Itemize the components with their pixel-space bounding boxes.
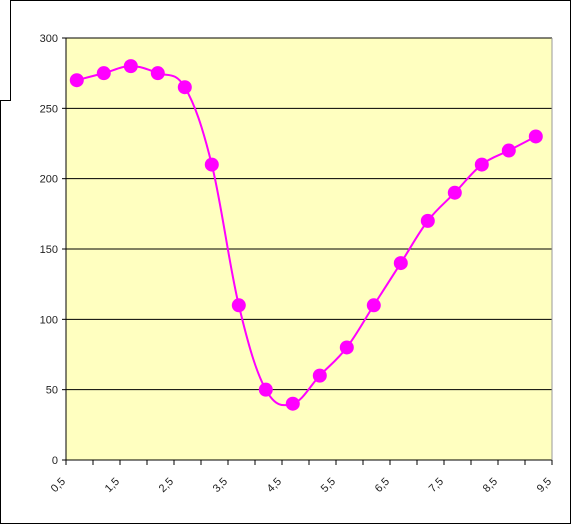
data-point (312, 368, 327, 383)
data-point (447, 185, 462, 200)
data-point (231, 298, 246, 313)
data-point (177, 80, 192, 95)
data-point (393, 256, 408, 271)
data-point (123, 59, 138, 74)
y-tick-label: 200 (40, 174, 58, 186)
y-tick-label: 250 (40, 103, 58, 115)
x-tick-label: 9,5 (535, 476, 554, 495)
data-point (69, 73, 84, 88)
data-point (420, 213, 435, 228)
y-tick-label: 100 (40, 314, 58, 326)
data-point (501, 143, 516, 158)
y-tick-label: 0 (52, 455, 58, 467)
data-point (528, 129, 543, 144)
data-point (258, 382, 273, 397)
data-point (474, 157, 489, 172)
chart-corner-edge (0, 0, 11, 101)
x-tick-label: 3,5 (211, 476, 230, 495)
x-tick-label: 5,5 (319, 476, 338, 495)
data-point (285, 396, 300, 411)
x-tick-label: 7,5 (427, 476, 446, 495)
data-point (204, 157, 219, 172)
data-point (339, 340, 354, 355)
x-tick-label: 2,5 (157, 476, 176, 495)
x-tick-label: 0,5 (49, 476, 68, 495)
y-tick-label: 150 (40, 244, 58, 256)
y-tick-label: 50 (46, 385, 58, 397)
x-tick-label: 1,5 (103, 476, 122, 495)
data-point (366, 298, 381, 313)
x-tick-label: 8,5 (481, 476, 500, 495)
y-tick-label: 300 (40, 33, 58, 45)
data-point (150, 66, 165, 81)
x-tick-label: 4,5 (265, 476, 284, 495)
x-tick-label: 6,5 (373, 476, 392, 495)
data-point (96, 66, 111, 81)
